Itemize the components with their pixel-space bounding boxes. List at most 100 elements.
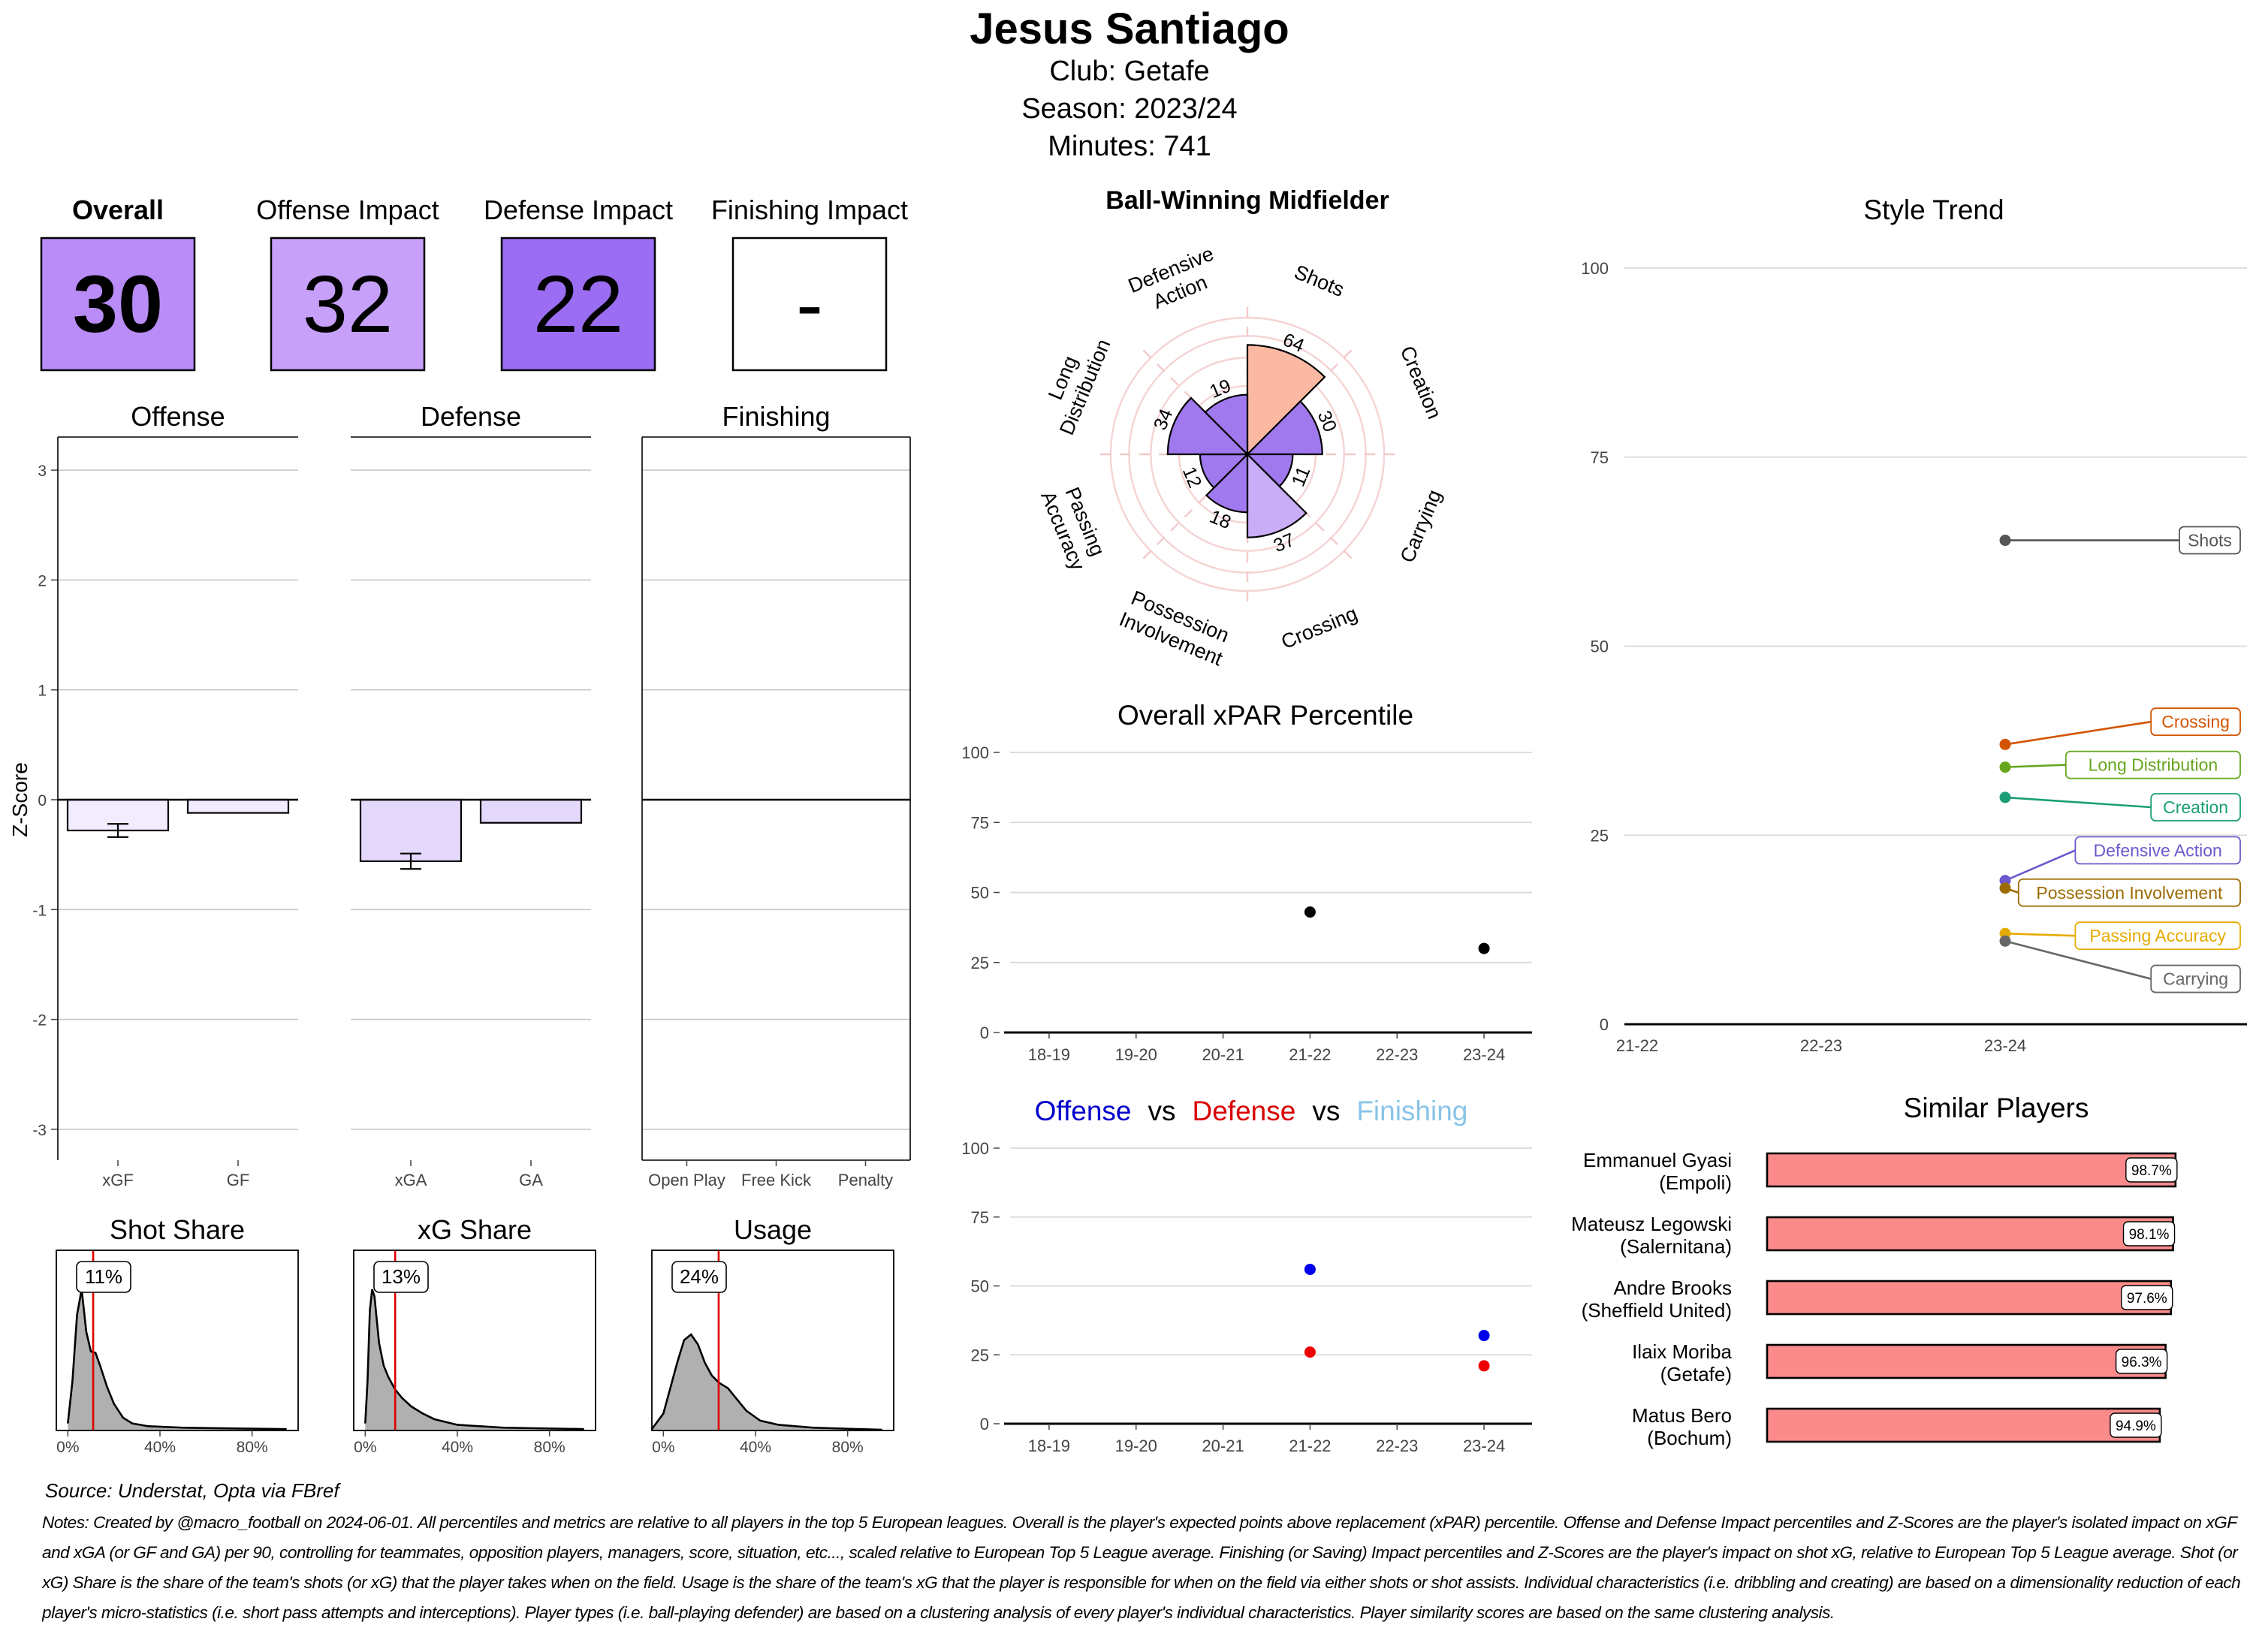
similarity-label: 96.3% xyxy=(2122,1355,2162,1370)
trend-label-box xyxy=(2074,921,2241,951)
trend-label: Long Distribution xyxy=(2089,755,2218,775)
overall_xpar-title: Overall xPAR Percentile xyxy=(1117,700,1413,731)
radar-wedge-0 xyxy=(1246,344,1326,457)
trend-leader-line xyxy=(2004,849,2076,882)
offense-defense-finishing-chart: Offense vs Defense vs Finishing 0 25 50 75 100 18-… xyxy=(961,1096,1532,1455)
similarity-label-box xyxy=(2121,1285,2173,1310)
radar-wedge-1 xyxy=(1245,399,1323,456)
trend-point xyxy=(1999,791,2011,803)
style-trend-chart: Style Trend 0 25 50 75 100 21-22 22-23 23-24 Shot… xyxy=(1581,194,2247,1055)
source-text: Source: Understat, Opta via FBref xyxy=(45,1479,341,1502)
overall_xpar-xtick-label: 20-21 xyxy=(1202,1045,1244,1064)
zscore-xtick-label: GF xyxy=(227,1171,250,1189)
impact-value-1: 32 xyxy=(303,258,393,349)
trend-label: Shots xyxy=(2188,531,2232,550)
overall_xpar-ytick-label: 100 xyxy=(961,743,989,762)
player-name: Andre Brooks xyxy=(1613,1277,1732,1299)
share-xtick-label: 40% xyxy=(442,1439,473,1456)
player-name: Matus Bero xyxy=(1632,1404,1732,1427)
zscore-xtick-label: Open Play xyxy=(648,1171,725,1189)
similarity-bar xyxy=(1766,1280,2173,1316)
zscore-ytick-label: 0 xyxy=(38,792,47,809)
density-area xyxy=(68,1289,287,1430)
radar-axis-label: PassingAccuracy xyxy=(1036,479,1111,574)
share-xtick-label: 40% xyxy=(740,1439,771,1456)
similarity-bar xyxy=(1766,1216,2174,1252)
trend-label-box xyxy=(2179,526,2241,555)
marker-label: 24% xyxy=(680,1265,719,1288)
zscore-bar xyxy=(359,798,463,863)
zscore-xtick-label: xGA xyxy=(395,1171,427,1189)
similar-players-title: Similar Players xyxy=(1904,1093,2089,1123)
trend-xtick-label: 21-22 xyxy=(1616,1036,1658,1055)
impact-label-2: Defense Impact xyxy=(484,194,673,225)
header: Jesus Santiago Club: Getafe Season: 2023… xyxy=(970,5,1289,162)
trend-ytick-label: 100 xyxy=(1581,259,1609,278)
density-panel-frame xyxy=(651,1250,894,1431)
player-team: (Bochum) xyxy=(1647,1427,1732,1449)
trend-label-box xyxy=(2017,878,2241,907)
overall_xpar-xtick-label: 18-19 xyxy=(1028,1045,1070,1064)
overall_xpar-ytick-label: 25 xyxy=(971,954,989,972)
trend-leader-line xyxy=(2004,796,2152,809)
notes-text: Notes: Created by @macro_football on 202… xyxy=(42,1513,2241,1622)
trend-leader-line xyxy=(2004,764,2066,768)
impact-box-0 xyxy=(40,237,196,372)
zscore-panel-title-2: Finishing xyxy=(722,401,830,432)
zscore-panel-title-0: Offense xyxy=(131,401,225,432)
ovdvf-xtick-label: 21-22 xyxy=(1289,1436,1331,1455)
trend-point xyxy=(1999,935,2011,947)
similarity-label: 98.7% xyxy=(2131,1163,2172,1179)
similarity-label-box xyxy=(2115,1349,2168,1374)
player-team: (Empoli) xyxy=(1659,1171,1732,1194)
radar-axis-label-line: Shots xyxy=(1291,261,1347,301)
marker-label-box xyxy=(76,1261,131,1293)
title-part-4: Finishing xyxy=(1356,1096,1467,1126)
trend-label-box xyxy=(2064,750,2241,779)
share-xtick-label: 80% xyxy=(237,1439,268,1456)
trend-label: Creation xyxy=(2163,797,2228,817)
ovdvf-xtick-label: 23-24 xyxy=(1463,1436,1505,1455)
radar-wedge-3 xyxy=(1246,452,1307,538)
density-line xyxy=(364,1289,584,1430)
zscore-chart: Z-Score -3 -2 -1 0 1 2 3 Offense xGF GF Defense xGA G… xyxy=(8,401,911,1189)
impact-box-3 xyxy=(731,237,888,372)
share-xtick-label: 80% xyxy=(534,1439,566,1456)
player-name: Mateusz Legowski xyxy=(1571,1213,1732,1235)
zscore-xtick-label: Free Kick xyxy=(741,1171,812,1189)
radar-wedge-7 xyxy=(1204,393,1249,457)
radar-axis-label-line: Carrying xyxy=(1396,487,1446,566)
overall_xpar-ytick-label: 50 xyxy=(971,884,989,903)
trend-leader-line xyxy=(2004,932,2076,937)
similarity-bar xyxy=(1766,1343,2167,1379)
overall_xpar-point xyxy=(1478,942,1490,954)
overall_xpar-xtick-label: 22-23 xyxy=(1376,1045,1418,1064)
ovdvf-point xyxy=(1478,1360,1490,1372)
zscore-xtick-label: GA xyxy=(519,1171,543,1189)
share-xtick-label: 0% xyxy=(652,1439,674,1456)
trend-point xyxy=(1999,738,2011,750)
ovdvf-point xyxy=(1304,1263,1316,1275)
similarity-label-box xyxy=(2110,1412,2162,1438)
similarity-bar xyxy=(1766,1407,2161,1443)
trend-point xyxy=(1999,535,2011,547)
overall_xpar-ytick-label: 0 xyxy=(980,1023,989,1042)
zscore-ytick-label: -3 xyxy=(32,1122,47,1139)
overall_xpar-xtick-label: 19-20 xyxy=(1115,1045,1157,1064)
similar-players-chart: Similar Players Emmanuel Gyasi(Empoli) 98.… xyxy=(1571,1093,2178,1449)
trend-ytick-label: 50 xyxy=(1591,638,1609,656)
player-name: Ilaix Moriba xyxy=(1632,1340,1732,1363)
overall_xpar-point xyxy=(1304,906,1316,918)
radar-title: Ball-Winning Midfielder xyxy=(1105,186,1389,215)
trend-label-box xyxy=(2074,836,2241,865)
trend-label: Defensive Action xyxy=(2094,840,2222,860)
radar-axis-label: LongDistribution xyxy=(1033,327,1115,439)
marker-label: 13% xyxy=(382,1265,421,1288)
similarity-bar xyxy=(1766,1152,2177,1188)
notes-container: Notes: Created by @macro_football on 202… xyxy=(42,1513,2241,1622)
zscore-ylabel: Z-Score xyxy=(8,762,32,837)
trend-label: Possession Involvement xyxy=(2036,883,2223,903)
impact-value-3: - xyxy=(796,258,823,349)
overall_xpar-ytick-label: 75 xyxy=(971,813,989,832)
trend-xtick-label: 22-23 xyxy=(1800,1036,1842,1055)
